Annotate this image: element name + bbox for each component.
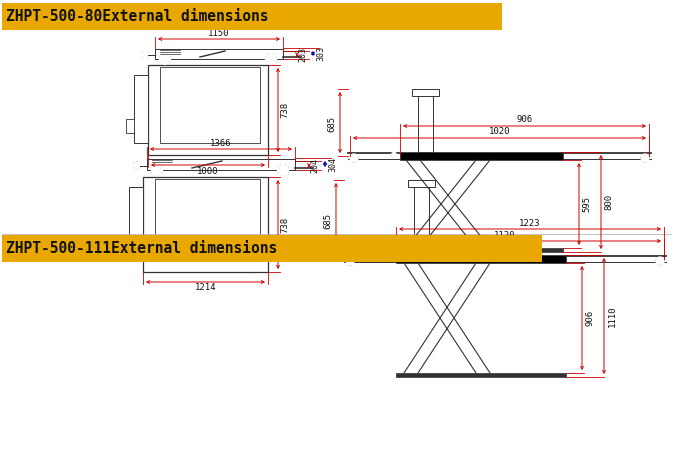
Bar — [2, 3, 502, 30]
Bar — [148, 65, 268, 155]
Circle shape — [392, 153, 396, 157]
Bar — [408, 180, 435, 187]
Text: 1214: 1214 — [194, 283, 216, 292]
Bar — [126, 119, 134, 133]
Text: 1120: 1120 — [494, 231, 516, 240]
Bar — [2, 235, 542, 262]
Text: 203: 203 — [299, 48, 308, 63]
Circle shape — [641, 154, 649, 162]
Text: 1000: 1000 — [197, 167, 219, 176]
Bar — [155, 179, 260, 260]
Bar — [396, 255, 566, 263]
Bar — [129, 187, 143, 260]
Text: 738: 738 — [281, 102, 289, 118]
Text: 906: 906 — [516, 115, 532, 125]
Circle shape — [350, 154, 358, 162]
Circle shape — [346, 257, 354, 265]
Circle shape — [266, 54, 277, 64]
Text: 685: 685 — [328, 116, 336, 132]
Text: 738: 738 — [281, 216, 289, 233]
Bar — [155, 49, 283, 59]
Bar — [121, 236, 129, 250]
Bar — [396, 373, 566, 377]
Bar — [160, 67, 260, 143]
Text: ZHPT-500-80External dimensions: ZHPT-500-80External dimensions — [6, 9, 269, 24]
Bar — [134, 75, 148, 143]
Text: 906: 906 — [586, 310, 594, 326]
Text: 304: 304 — [328, 156, 337, 171]
Text: 303: 303 — [316, 46, 326, 61]
Bar — [143, 177, 268, 272]
Text: ZHPT-500-111External dimensions: ZHPT-500-111External dimensions — [6, 241, 277, 256]
Text: 1150: 1150 — [208, 28, 229, 37]
Circle shape — [160, 54, 170, 64]
Circle shape — [133, 162, 141, 169]
Text: 1223: 1223 — [520, 219, 540, 227]
Bar — [400, 248, 563, 252]
Circle shape — [151, 164, 162, 176]
Circle shape — [141, 51, 149, 58]
Text: 1366: 1366 — [210, 139, 232, 148]
Bar — [412, 89, 439, 96]
Text: 1020: 1020 — [489, 127, 510, 136]
Bar — [414, 183, 429, 255]
Circle shape — [388, 255, 392, 261]
Text: 685: 685 — [324, 213, 332, 229]
Text: 800: 800 — [604, 194, 614, 210]
Text: 1110: 1110 — [608, 305, 616, 327]
Circle shape — [656, 257, 664, 265]
Bar — [147, 159, 295, 170]
Circle shape — [277, 164, 289, 176]
Bar — [418, 92, 433, 152]
Bar — [400, 152, 563, 160]
Text: 204: 204 — [310, 158, 320, 173]
Text: 595: 595 — [583, 196, 592, 212]
